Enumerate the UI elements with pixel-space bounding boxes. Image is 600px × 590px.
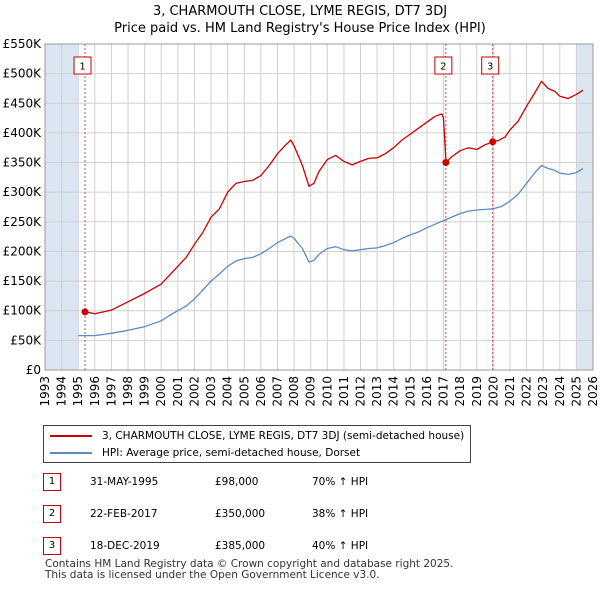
legend-label-price: 3, CHARMOUTH CLOSE, LYME REGIS, DT7 3DJ … xyxy=(102,430,465,442)
y-tick-label: £350K xyxy=(3,156,43,170)
sale-marker-badge: 1 xyxy=(73,56,92,75)
y-tick-label: £450K xyxy=(3,96,43,110)
footer-licence: This data is licensed under the Open Gov… xyxy=(45,569,380,581)
price-chart: £0 £50K £100K £150K £200K £250K £300K £350K £400… xyxy=(3,37,600,407)
y-tick-label: £500K xyxy=(3,67,43,81)
x-tick-label: 2005 xyxy=(237,376,251,407)
y-tick-label: £150K xyxy=(3,274,43,288)
sale-badge-label: 1 xyxy=(79,62,85,73)
sale-badge: 1 xyxy=(43,473,61,491)
x-tick-label: 1997 xyxy=(104,376,118,407)
sale-badge: 3 xyxy=(43,537,61,555)
sale-hpi-change: 70% ↑ HPI xyxy=(312,476,369,488)
sale-price: £350,000 xyxy=(215,508,266,520)
shaded-region xyxy=(576,44,593,370)
sale-point xyxy=(81,308,89,316)
y-tick-label: £300K xyxy=(3,185,43,199)
sale-marker-badge: 3 xyxy=(481,56,500,75)
x-tick-label: 2012 xyxy=(354,376,368,407)
y-tick-label: £250K xyxy=(3,215,43,229)
sale-badge-label: 3 xyxy=(487,62,493,73)
x-tick-label: 1999 xyxy=(138,376,152,407)
y-tick-label: £200K xyxy=(3,244,43,258)
y-tick-label: £100K xyxy=(3,304,43,318)
legend-swatch-hpi xyxy=(50,452,92,454)
x-tick-label: 2022 xyxy=(520,376,534,407)
footer: Contains HM Land Registry data © Crown c… xyxy=(45,559,453,581)
x-tick-label: 2017 xyxy=(437,376,451,407)
sale-date: 18-DEC-2019 xyxy=(90,540,160,552)
x-tick-label: 2018 xyxy=(453,376,467,407)
x-tick-label: 2011 xyxy=(337,376,351,407)
x-tick-label: 2009 xyxy=(304,376,318,407)
sale-date: 31-MAY-1995 xyxy=(90,476,159,488)
legend-item-hpi: HPI: Average price, semi-detached house,… xyxy=(50,445,360,461)
sale-hpi-change: 38% ↑ HPI xyxy=(312,508,369,520)
y-tick-label: £550K xyxy=(3,37,43,51)
sale-marker-badge: 2 xyxy=(434,56,453,75)
x-tick-label: 2020 xyxy=(486,376,500,407)
x-tick-label: 2021 xyxy=(503,376,517,407)
legend-item-price: 3, CHARMOUTH CLOSE, LYME REGIS, DT7 3DJ … xyxy=(50,428,464,444)
x-tick-label: 2010 xyxy=(320,376,334,407)
x-tick-label: 1998 xyxy=(121,376,135,407)
sale-badge-box xyxy=(434,56,453,75)
sale-badge-box xyxy=(73,56,92,75)
y-tick-label: £0 xyxy=(26,363,41,377)
y-tick-label: £50K xyxy=(10,333,42,347)
sale-price: £385,000 xyxy=(215,540,266,552)
x-tick-label: 2016 xyxy=(420,376,434,407)
x-tick-label: 2024 xyxy=(553,376,567,407)
x-tick-label: 2025 xyxy=(569,376,583,407)
sale-badge-label: 2 xyxy=(440,62,446,73)
x-tick-label: 2023 xyxy=(536,376,550,407)
sale-badge-box xyxy=(481,56,500,75)
x-tick-label: 2004 xyxy=(221,376,235,407)
sale-price: £98,000 xyxy=(215,476,259,488)
x-tick-label: 2013 xyxy=(370,376,384,407)
y-tick-label: £400K xyxy=(3,126,43,140)
plot-border xyxy=(44,43,594,371)
x-tick-label: 2000 xyxy=(154,376,168,407)
x-tick-label: 2002 xyxy=(187,376,201,407)
legend-swatch-price xyxy=(50,435,92,437)
sale-hpi-change: 40% ↑ HPI xyxy=(312,540,369,552)
sale-point xyxy=(442,159,450,167)
legend: 3, CHARMOUTH CLOSE, LYME REGIS, DT7 3DJ … xyxy=(43,425,471,463)
x-tick-label: 1994 xyxy=(55,376,69,407)
x-tick-label: 1996 xyxy=(88,376,102,407)
x-tick-label: 2003 xyxy=(204,376,218,407)
sale-point xyxy=(489,138,497,146)
sale-badge: 2 xyxy=(43,505,61,523)
x-tick-label: 2026 xyxy=(586,376,600,407)
x-tick-label: 1993 xyxy=(38,376,52,407)
chart-title: 3, CHARMOUTH CLOSE, LYME REGIS, DT7 3DJ xyxy=(152,4,448,19)
x-tick-label: 2015 xyxy=(403,376,417,407)
x-tick-label: 2001 xyxy=(171,376,185,407)
x-tick-label: 1995 xyxy=(71,376,85,407)
x-tick-label: 2019 xyxy=(470,376,484,407)
x-tick-label: 2008 xyxy=(287,376,301,407)
x-tick-label: 2006 xyxy=(254,376,268,407)
chart-subtitle: Price paid vs. HM Land Registry's House … xyxy=(114,21,486,36)
sale-date: 22-FEB-2017 xyxy=(90,508,158,520)
footer-copyright: Contains HM Land Registry data © Crown c… xyxy=(45,558,454,570)
legend-label-hpi: HPI: Average price, semi-detached house,… xyxy=(102,447,361,459)
x-tick-label: 2014 xyxy=(387,376,401,407)
price-paid-line xyxy=(84,80,584,315)
hpi-line xyxy=(78,164,584,337)
x-tick-label: 2007 xyxy=(270,376,284,407)
